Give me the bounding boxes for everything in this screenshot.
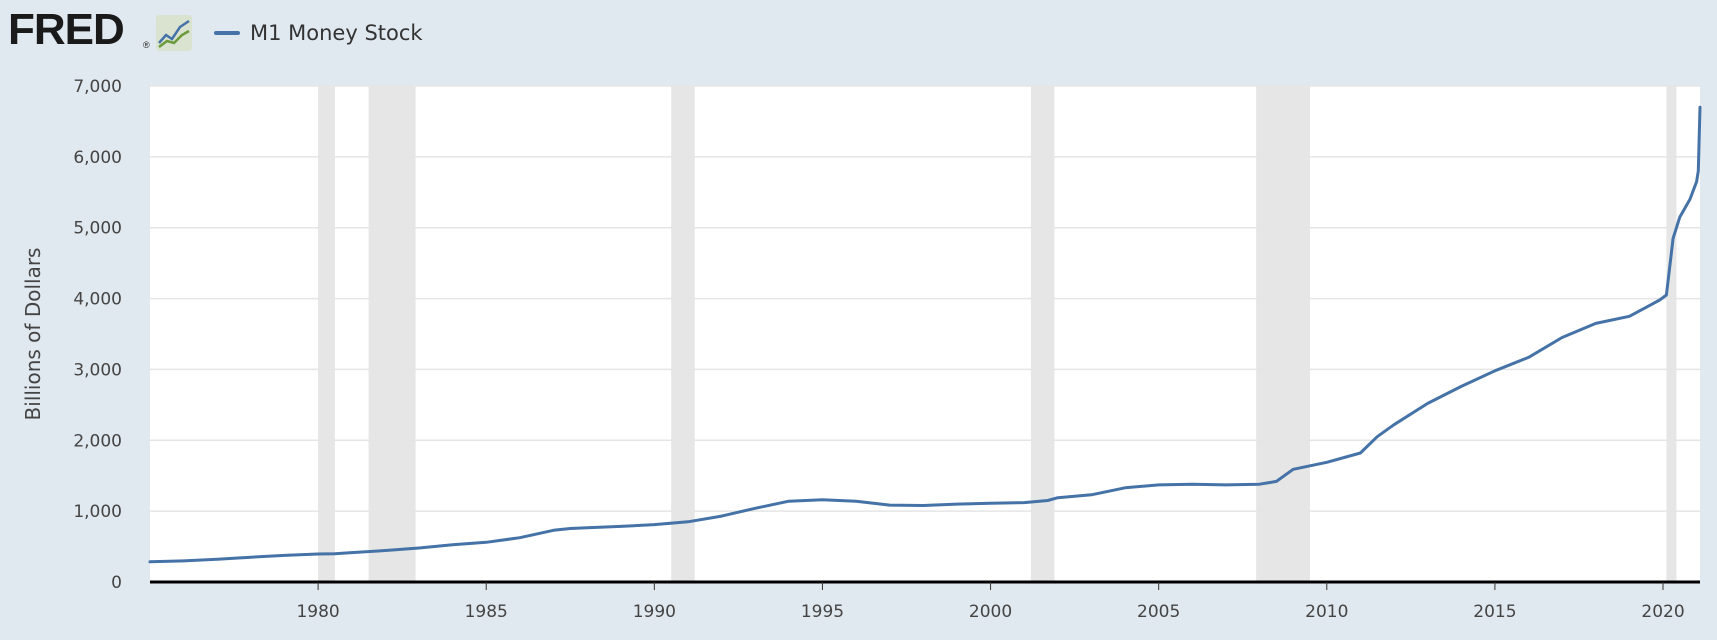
y-tick-label: 5,000	[73, 219, 122, 239]
recession-band	[368, 86, 416, 582]
x-tick-label: 1995	[801, 602, 844, 622]
recession-shading	[318, 86, 1677, 582]
y-tick-label: 3,000	[73, 360, 122, 380]
recession-band	[1030, 86, 1055, 582]
series-line[interactable]	[148, 105, 1702, 564]
x-tick-label: 2010	[1305, 602, 1348, 622]
chart-header: FRED ® M1 Money Stock	[0, 0, 1717, 70]
x-tick-label: 1990	[633, 602, 676, 622]
fred-logo[interactable]: FRED	[8, 5, 125, 54]
x-tick-label: 2005	[1137, 602, 1180, 622]
x-axis-ticks: 1980 1985 1990 1995 2000 2005 2010 2015 2020	[296, 582, 1685, 622]
legend[interactable]: M1 Money Stock	[214, 20, 423, 46]
line-graph-icon	[156, 15, 192, 51]
y-axis-ticks: 0 1,000 2,000 3,000 4,000 5,000 6,000 7,000	[73, 77, 122, 593]
y-axis-title: Billions of Dollars	[21, 248, 45, 421]
y-tick-label: 1,000	[73, 502, 122, 522]
series-layer	[148, 105, 1702, 564]
recession-band	[1666, 86, 1677, 582]
gridlines	[150, 85, 1700, 512]
x-tick-label: 1985	[465, 602, 508, 622]
y-tick-label: 7,000	[73, 77, 122, 97]
y-tick-label: 0	[111, 573, 122, 593]
fred-registered-mark: ®	[143, 40, 150, 50]
y-tick-label: 6,000	[73, 148, 122, 168]
y-tick-label: 2,000	[73, 431, 122, 451]
x-tick-label: 1980	[296, 602, 339, 622]
x-tick-label: 2020	[1641, 602, 1684, 622]
recession-band	[1256, 86, 1310, 582]
legend-series-label: M1 Money Stock	[250, 21, 423, 45]
recession-band	[671, 86, 695, 582]
recession-band	[318, 86, 335, 582]
x-tick-label: 2000	[969, 602, 1012, 622]
x-tick-label: 2015	[1473, 602, 1516, 622]
legend-series-swatch	[214, 31, 240, 35]
y-tick-label: 4,000	[73, 290, 122, 310]
